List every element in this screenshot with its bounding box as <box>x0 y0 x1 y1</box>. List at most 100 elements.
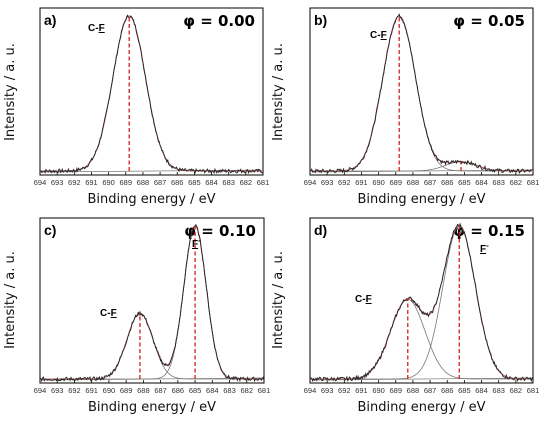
plot-frame <box>309 7 534 176</box>
spectrum-line <box>39 14 264 175</box>
phi-value: φ = 0.00 <box>183 12 255 30</box>
x-tick-label: 682 <box>510 178 523 187</box>
component-peak <box>310 225 533 380</box>
x-tick-label: 689 <box>390 178 403 187</box>
y-axis-label: Intensity / a. u. <box>3 251 18 349</box>
y-axis-label: Intensity / a. u. <box>3 43 18 141</box>
xps-panel-2: 694 693 692 691 690 689 688 687 686 685 684 683 682 6… <box>271 7 540 207</box>
x-tick-label: 692 <box>68 386 81 395</box>
x-tick-label: 684 <box>205 178 218 187</box>
x-tick-label: 690 <box>372 178 385 187</box>
peak-label: C-F <box>355 294 372 305</box>
phi-value: φ = 0.05 <box>453 12 525 30</box>
panel-letter: c) <box>44 222 56 238</box>
x-tick-label: 687 <box>154 178 167 187</box>
y-axis-label: Intensity / a. u. <box>271 43 286 141</box>
x-tick-label: 683 <box>492 178 505 187</box>
x-tick-label: 691 <box>355 386 368 395</box>
x-axis-label: Binding energy / eV <box>88 400 216 415</box>
plot-frame <box>309 217 534 384</box>
x-tick-label: 693 <box>321 386 334 395</box>
peak-label: F- <box>480 241 489 255</box>
x-tick-label: 692 <box>338 386 351 395</box>
x-tick-label: 690 <box>372 386 385 395</box>
x-tick-label: 684 <box>475 178 488 187</box>
x-tick-label: 681 <box>527 178 540 187</box>
x-tick-label: 692 <box>68 178 81 187</box>
x-tick-label: 682 <box>241 386 254 395</box>
spectrum-line <box>39 223 265 383</box>
x-tick-label: 686 <box>172 386 185 395</box>
fit-envelope <box>40 15 263 172</box>
peak-label: C-F <box>88 23 105 34</box>
x-tick-label: 685 <box>189 386 202 395</box>
x-tick-label: 688 <box>137 178 150 187</box>
x-tick-label: 684 <box>475 386 488 395</box>
component-peak <box>40 225 264 380</box>
plot-frame <box>39 7 264 176</box>
x-tick-label: 685 <box>188 178 201 187</box>
x-tick-label: 691 <box>355 178 368 187</box>
x-tick-label: 687 <box>424 386 437 395</box>
component-peak <box>40 312 264 380</box>
x-tick-label: 683 <box>492 386 505 395</box>
fit-envelope <box>40 225 264 380</box>
fit-envelope <box>310 15 533 172</box>
x-tick-label: 685 <box>458 178 471 187</box>
x-tick-label: 681 <box>257 178 270 187</box>
x-tick-label: 691 <box>85 178 98 187</box>
x-tick-label: 689 <box>390 386 403 395</box>
x-tick-label: 694 <box>304 178 317 187</box>
x-tick-label: 693 <box>51 178 64 187</box>
x-tick-label: 693 <box>321 178 334 187</box>
x-tick-label: 687 <box>424 178 437 187</box>
x-axis-label: Binding energy / eV <box>357 400 485 415</box>
x-tick-label: 689 <box>120 178 133 187</box>
spectrum-line <box>309 222 534 383</box>
x-tick-label: 681 <box>527 386 540 395</box>
fit-envelope <box>310 224 533 380</box>
x-tick-label: 692 <box>338 178 351 187</box>
x-tick-label: 682 <box>240 178 253 187</box>
x-axis-label: Binding energy / eV <box>357 192 485 207</box>
x-tick-label: 688 <box>407 178 420 187</box>
peak-label: C-F <box>370 30 387 41</box>
x-tick-label: 686 <box>441 178 454 187</box>
x-tick-label: 682 <box>510 386 523 395</box>
x-tick-label: 683 <box>223 386 236 395</box>
panel-letter: a) <box>44 12 56 28</box>
x-tick-label: 688 <box>407 386 420 395</box>
x-tick-label: 681 <box>258 386 271 395</box>
x-tick-label: 686 <box>171 178 184 187</box>
x-tick-label: 685 <box>458 386 471 395</box>
x-tick-label: 690 <box>102 178 115 187</box>
x-tick-label: 688 <box>137 386 150 395</box>
x-axis-label: Binding energy / eV <box>87 192 215 207</box>
x-tick-label: 694 <box>304 386 317 395</box>
peak-label: F- <box>192 236 201 250</box>
xps-panel-3: 694 693 692 691 690 689 688 687 686 685 684 683 682 6… <box>3 217 271 415</box>
component-peak <box>310 15 533 172</box>
plot-frame <box>39 217 265 384</box>
x-tick-label: 687 <box>154 386 167 395</box>
panel-letter: d) <box>314 222 327 238</box>
x-tick-label: 684 <box>206 386 219 395</box>
x-tick-label: 694 <box>34 386 47 395</box>
phi-value: φ = 0.10 <box>184 222 256 240</box>
xps-panel-4: 694 693 692 691 690 689 688 687 686 685 684 683 682 6… <box>271 217 540 415</box>
panel-letter: b) <box>314 12 327 28</box>
x-tick-label: 694 <box>34 178 47 187</box>
spectrum-line <box>309 12 534 175</box>
phi-value: φ = 0.15 <box>453 222 525 240</box>
x-tick-label: 693 <box>51 386 64 395</box>
peak-label: C-F <box>100 308 117 319</box>
x-tick-label: 690 <box>103 386 116 395</box>
component-peak <box>40 15 263 172</box>
x-tick-label: 686 <box>441 386 454 395</box>
x-tick-label: 689 <box>120 386 133 395</box>
xps-panel-1: 694 693 692 691 690 689 688 687 686 685 684 683 682 6… <box>3 7 270 207</box>
y-axis-label: Intensity / a. u. <box>271 251 286 349</box>
x-tick-label: 691 <box>85 386 98 395</box>
x-tick-label: 683 <box>222 178 235 187</box>
